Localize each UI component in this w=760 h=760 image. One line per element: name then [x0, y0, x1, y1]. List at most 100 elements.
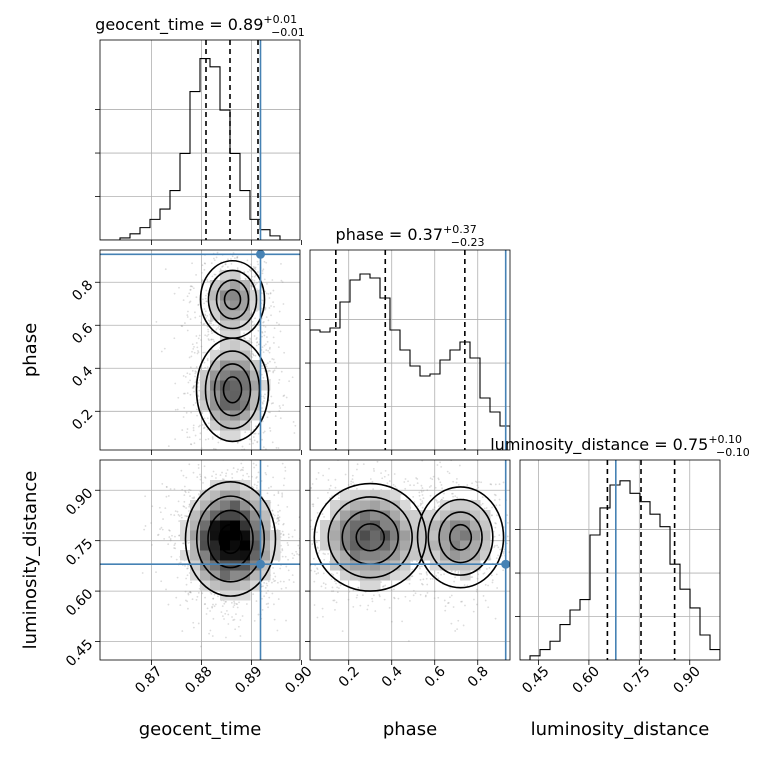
density-cell [270, 550, 281, 561]
density-cell [370, 540, 381, 551]
density-cell [370, 550, 381, 561]
density-cell [210, 520, 221, 531]
density-cell [440, 560, 451, 571]
density-cell [220, 270, 231, 281]
density-cell [340, 510, 351, 521]
density-cell [250, 360, 261, 371]
density-cell [480, 550, 491, 561]
density-cell [480, 520, 491, 531]
density-cell [240, 310, 251, 321]
density-cell [260, 540, 271, 551]
density-cell [470, 520, 481, 531]
density-cell [320, 520, 331, 531]
density-cell [210, 400, 221, 411]
density-cell [450, 510, 461, 521]
density-cell [250, 520, 261, 531]
density-cell [380, 520, 391, 531]
density-cell [230, 270, 241, 281]
density-cell [450, 520, 461, 531]
density-cell [460, 540, 471, 551]
x-tick-label-phase: 0.4 [379, 663, 406, 690]
density-cell [410, 530, 421, 541]
density-cell [430, 510, 441, 521]
density-cell [330, 530, 341, 541]
density-cell [250, 500, 261, 511]
density-cell [220, 330, 231, 341]
density-cell [330, 550, 341, 561]
density-cell [230, 280, 241, 291]
density-cell [240, 400, 251, 411]
density-cell [330, 560, 341, 571]
density-cell [390, 490, 401, 501]
density-cell [450, 560, 461, 571]
contour-level-1-0 [207, 509, 254, 569]
density-cell [220, 560, 231, 571]
density-cell [390, 550, 401, 561]
density-cell [230, 570, 241, 581]
density-cell [210, 500, 221, 511]
density-cell [180, 520, 191, 531]
density-cell [370, 570, 381, 581]
density-cell [210, 310, 221, 321]
density-cell [410, 540, 421, 551]
density-cell [340, 560, 351, 571]
density-cell [210, 350, 221, 361]
density-cell [400, 500, 411, 511]
density-cell [210, 490, 221, 501]
contour-level-2-0 [184, 481, 277, 597]
density-cell [380, 540, 391, 551]
density-cell [190, 520, 201, 531]
density-cell [340, 570, 351, 581]
contour-level-0.5-0 [355, 523, 385, 552]
x-axis-label-phase: phase [383, 719, 437, 740]
density-cell [420, 510, 431, 521]
density-cell [400, 560, 411, 571]
density-cell [250, 530, 261, 541]
truth-point [256, 559, 265, 569]
density-cell [240, 520, 251, 531]
x-axis-label-geocent_time: geocent_time [139, 719, 262, 740]
pair-phase-vs-luminosity_distance [305, 459, 511, 665]
density-cell [330, 540, 341, 551]
density-cell [240, 340, 251, 351]
contour-level-1-0 [213, 363, 252, 417]
density-cell [200, 540, 211, 551]
contour-level-2-1 [416, 486, 505, 589]
density-cell [220, 570, 231, 581]
density-cell [230, 300, 241, 311]
density-cell [210, 290, 221, 301]
density-cell [450, 540, 461, 551]
density-cell [190, 560, 201, 571]
density-cell [360, 530, 371, 541]
density-cell [410, 520, 421, 531]
density-cell [370, 500, 381, 511]
contour-level-1.5-0 [195, 495, 266, 583]
y-tick-label-phase: 0.8 [69, 277, 96, 304]
y-tick-label-phase: 0.6 [69, 320, 96, 347]
density-cell [430, 550, 441, 561]
density-cell [440, 540, 451, 551]
density-cell [250, 400, 261, 411]
density-cell [190, 540, 201, 551]
density-cell [450, 500, 461, 511]
density-cell [460, 550, 471, 561]
density-cell [220, 550, 231, 561]
density-cell [210, 360, 221, 371]
density-cell [480, 530, 491, 541]
density-cell [350, 540, 361, 551]
pair-geocent_time-vs-luminosity_distance [95, 459, 302, 665]
density-cell [230, 320, 241, 331]
density-cell [220, 310, 231, 321]
density-cell [240, 300, 251, 311]
density-cell [350, 500, 361, 511]
density-cell [220, 340, 231, 351]
density-cell [230, 310, 241, 321]
density-cell [230, 390, 241, 401]
density-cell [220, 480, 231, 491]
density-cell [390, 510, 401, 521]
density-cell [220, 500, 231, 511]
density-cell [220, 430, 231, 441]
density-cell [450, 550, 461, 561]
density-cell [430, 540, 441, 551]
x-tick-label-phase: 0.8 [465, 664, 492, 691]
